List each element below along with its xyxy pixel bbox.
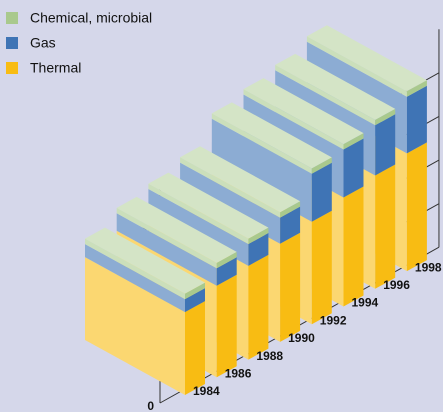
x-tick-label: 1986 <box>225 366 252 380</box>
bar-segment <box>406 142 427 272</box>
x-tick-label: 1992 <box>320 313 347 327</box>
x-tick-label: 1990 <box>288 331 315 345</box>
legend-swatch <box>6 12 18 24</box>
bar-top <box>116 196 237 263</box>
bar-segment <box>248 254 269 360</box>
bar-top <box>180 146 301 213</box>
bar-side <box>306 36 407 97</box>
x-tick-label: 1988 <box>256 349 283 363</box>
bar-segment <box>280 206 301 244</box>
bar-top <box>243 78 364 145</box>
bar-segment <box>185 288 205 313</box>
bar-side <box>243 89 344 150</box>
bar-segment <box>248 233 269 266</box>
bar-segment <box>280 201 301 218</box>
bar-segment <box>311 162 332 222</box>
bar-side <box>85 238 185 300</box>
legend-label: Gas <box>30 35 56 51</box>
bar-top <box>148 172 269 239</box>
legend-swatch <box>6 37 18 49</box>
bar-side <box>116 213 217 286</box>
x-tick-label: 1984 <box>193 384 220 398</box>
bar-segment <box>343 186 364 307</box>
bar-side <box>211 113 312 174</box>
bar-top <box>306 25 427 92</box>
bar-segment <box>343 138 364 198</box>
bar-side <box>180 157 281 218</box>
bar-side <box>275 64 376 126</box>
x-tick-label: 1998 <box>415 260 442 274</box>
bar-side <box>85 257 185 395</box>
bar-top <box>275 53 396 120</box>
bar-segment <box>375 164 396 289</box>
bar-segment <box>406 85 427 154</box>
bar-side <box>116 207 217 269</box>
bar-side <box>148 183 249 245</box>
bar-segment <box>406 80 427 97</box>
bar-segment <box>311 210 332 325</box>
bar-segment <box>216 274 237 378</box>
legend-swatch <box>6 62 18 74</box>
bar-top <box>85 227 205 294</box>
bar-segment <box>343 133 364 150</box>
bar-side <box>85 244 185 313</box>
y-tick-label: 0 <box>147 399 154 412</box>
bar-segment <box>311 157 332 174</box>
bar-top <box>211 102 332 169</box>
x-tick-label: 1996 <box>383 278 410 292</box>
bar-segment <box>216 251 237 269</box>
legend-label: Thermal <box>30 60 81 76</box>
bar-segment <box>248 227 269 245</box>
bar-segment <box>185 301 205 395</box>
bar-segment <box>216 257 237 286</box>
x-tick-label: 1994 <box>352 296 379 310</box>
legend-label: Chemical, microbial <box>30 10 152 26</box>
bar-segment <box>375 114 396 176</box>
bar-segment <box>375 108 396 126</box>
bar-segment <box>280 232 301 342</box>
bar-segment <box>185 282 205 300</box>
